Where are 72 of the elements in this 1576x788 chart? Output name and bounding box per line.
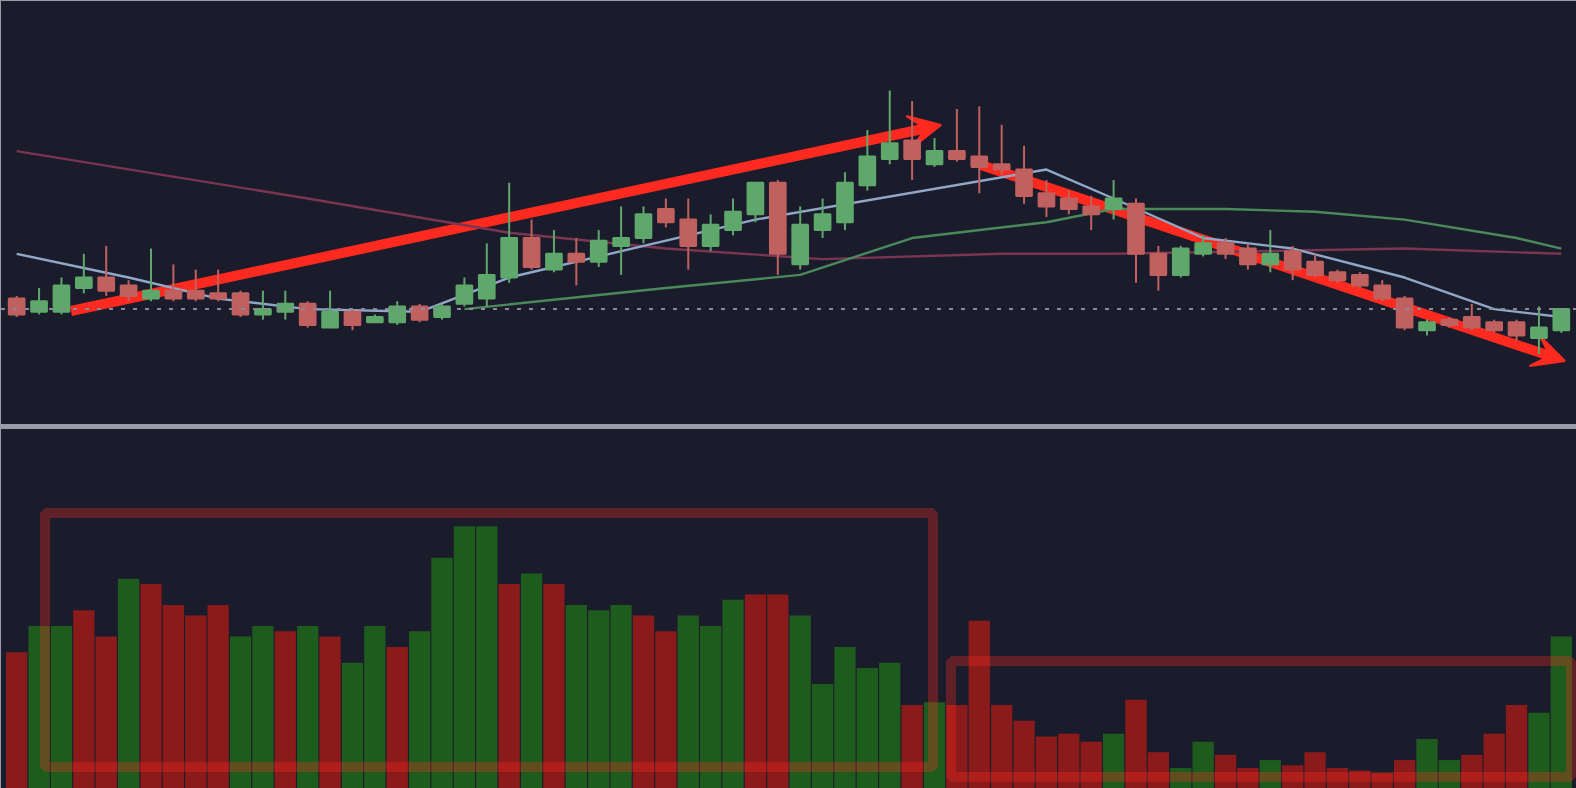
candlestick xyxy=(164,263,183,303)
candlestick xyxy=(522,218,541,271)
bar xyxy=(520,573,543,788)
candlestick xyxy=(298,300,317,329)
candlestick xyxy=(791,205,810,271)
candlestick xyxy=(1194,234,1212,258)
candlestick xyxy=(970,105,989,195)
candlestick xyxy=(343,308,362,332)
bar xyxy=(543,584,565,788)
candlestick xyxy=(321,289,339,329)
candlestick xyxy=(836,171,854,232)
candlestick xyxy=(1082,194,1101,232)
candlestick xyxy=(1104,179,1123,221)
candlestick xyxy=(30,287,48,316)
candlestick xyxy=(119,279,138,303)
candlestick xyxy=(567,237,586,287)
candlestick xyxy=(455,276,474,308)
candlestick xyxy=(209,268,227,303)
bar xyxy=(319,636,341,788)
bar xyxy=(297,626,319,788)
candlestick xyxy=(186,268,205,303)
bar xyxy=(117,578,140,788)
bar xyxy=(1259,760,1281,788)
candlestick xyxy=(880,89,899,166)
candlestick xyxy=(97,244,116,297)
candlestick xyxy=(1239,242,1257,271)
candlestick xyxy=(813,197,832,240)
candlestick xyxy=(477,242,496,308)
bar xyxy=(923,702,946,788)
bar xyxy=(901,704,923,788)
candlestick xyxy=(858,129,877,192)
bar xyxy=(1102,733,1125,788)
candlestick xyxy=(1216,237,1235,261)
candlestick xyxy=(1283,244,1302,282)
candlestick xyxy=(388,300,407,326)
candlestick xyxy=(1037,179,1056,218)
candlestick xyxy=(1530,305,1548,355)
candlestick xyxy=(903,100,921,182)
candlestick xyxy=(948,107,966,163)
candlestick xyxy=(74,252,93,295)
candlestick xyxy=(724,197,742,237)
bar xyxy=(386,647,408,788)
candlestick xyxy=(701,213,720,253)
candlestick xyxy=(1462,302,1481,332)
candlestick xyxy=(992,123,1011,176)
candlestick xyxy=(1373,279,1392,303)
candlestick xyxy=(276,289,295,321)
candlestick xyxy=(1149,244,1168,292)
candlestick xyxy=(254,289,272,321)
candlestick xyxy=(1306,252,1324,279)
candlestick xyxy=(231,289,250,319)
candlestick xyxy=(410,302,429,324)
candlestick xyxy=(1059,189,1078,216)
bar xyxy=(6,652,28,788)
candlestick xyxy=(500,181,519,284)
candlestick xyxy=(142,247,160,303)
candlestick xyxy=(1015,144,1033,205)
candlestick xyxy=(1261,229,1280,274)
candlestick xyxy=(679,197,698,271)
candlestick xyxy=(1395,294,1414,332)
candlestick xyxy=(52,276,71,316)
candlestick xyxy=(746,181,765,224)
candlestick xyxy=(1171,244,1190,279)
candlestick xyxy=(1507,318,1526,342)
candlestick xyxy=(612,205,630,276)
candlestick xyxy=(545,229,563,274)
bar xyxy=(274,631,296,788)
candlestick xyxy=(925,136,944,168)
bar xyxy=(498,584,520,788)
candlestick xyxy=(634,205,653,245)
candlestick xyxy=(589,229,608,268)
candlestick xyxy=(657,197,675,229)
